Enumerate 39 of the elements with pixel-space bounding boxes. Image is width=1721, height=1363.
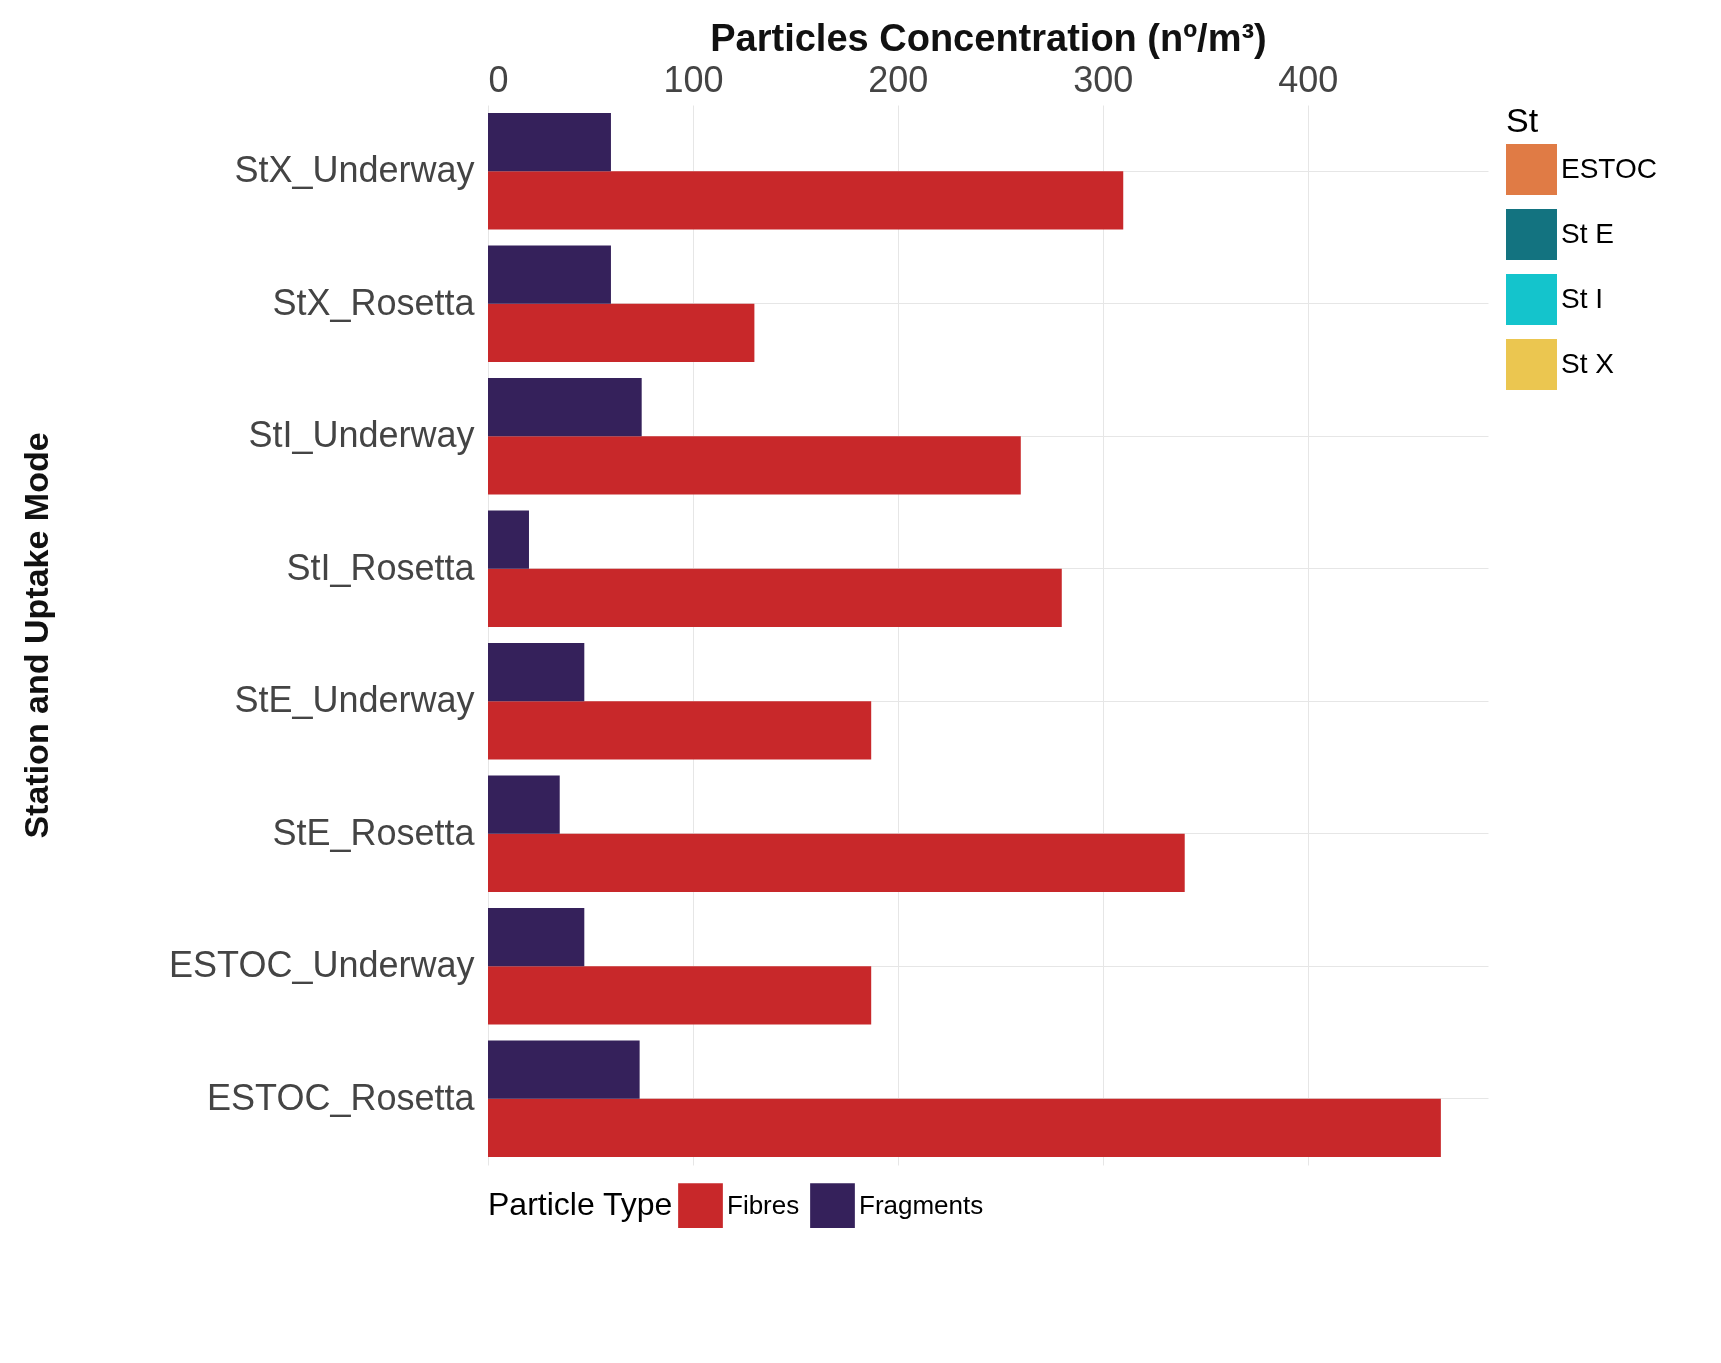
y-tick-label: StE_Rosetta [272, 811, 476, 853]
bar [488, 568, 1062, 628]
bar [488, 377, 642, 437]
bar [488, 1040, 640, 1099]
x-tick-label: 300 [1073, 58, 1134, 100]
legend-label: St E [1561, 217, 1614, 249]
bar [488, 171, 1124, 230]
legend-label: ESTOC [1561, 152, 1657, 184]
x-tick-label: 400 [1278, 58, 1339, 100]
bar [488, 907, 585, 967]
y-tick-label: StX_Underway [234, 149, 475, 191]
legend-label: St I [1561, 282, 1604, 314]
legend-label: Fragments [859, 1189, 984, 1220]
y-tick-label: StI_Rosetta [286, 546, 476, 588]
y-tick-label: ESTOC_Underway [169, 944, 475, 986]
legend-label: Fibres [727, 1189, 800, 1220]
x-tick-label: 200 [868, 58, 929, 100]
bar [488, 966, 872, 1025]
y-axis-title: Station and Uptake Mode [16, 432, 55, 839]
x-tick-label: 0 [488, 58, 509, 100]
y-tick-label: StI_Underway [248, 414, 475, 456]
bar [488, 510, 529, 569]
x-axis-title: Particles Concentration (nº/m³) [710, 16, 1267, 59]
legend-label: St X [1561, 347, 1615, 379]
legend-title: Particle Type [488, 1186, 673, 1222]
y-tick-label: ESTOC_Rosetta [207, 1076, 476, 1118]
bar [488, 436, 1021, 495]
bar [488, 303, 755, 363]
bar [488, 833, 1185, 893]
x-tick-label: 100 [663, 58, 724, 100]
bar [488, 245, 611, 304]
bar [488, 1098, 1441, 1158]
bar [488, 642, 585, 702]
bar [488, 775, 560, 834]
bar [488, 701, 872, 760]
bar [488, 112, 611, 172]
text: St [1506, 101, 1539, 139]
y-tick-label: StX_Rosetta [272, 281, 476, 323]
y-tick-label: StE_Underway [234, 679, 475, 721]
